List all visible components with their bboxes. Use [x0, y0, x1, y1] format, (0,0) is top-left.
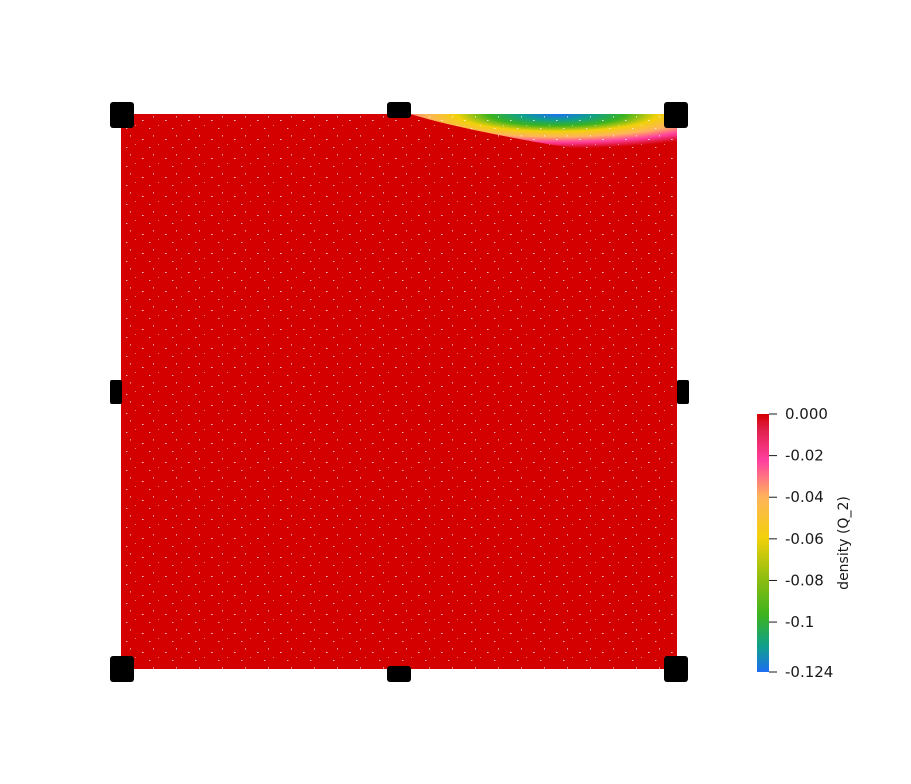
colorbar-gradient — [757, 414, 769, 672]
marker-bottom-right — [664, 656, 688, 682]
colorbar-tick-label: -0.04 — [785, 488, 824, 506]
colorbar: 0.000 -0.02 -0.04 -0.06 -0.08 -0.1 -0.124 dens… — [757, 405, 852, 681]
marker-bottom-middle — [387, 666, 411, 682]
marker-top-middle — [387, 102, 411, 118]
colorbar-tick-label: 0.000 — [785, 405, 828, 423]
colorbar-tick-label: -0.1 — [785, 613, 814, 631]
marker-top-left — [110, 102, 134, 128]
colorbar-title: density (Q_2) — [836, 496, 852, 590]
colorbar-tick-label: -0.124 — [785, 663, 833, 681]
colorbar-ticks: 0.000 -0.02 -0.04 -0.06 -0.08 -0.1 -0.124 — [769, 405, 833, 681]
mesh-speckle — [121, 114, 677, 669]
marker-middle-right — [677, 380, 689, 404]
mesh-domain — [121, 114, 677, 669]
marker-bottom-left — [110, 656, 134, 682]
marker-middle-left — [110, 380, 122, 404]
marker-top-right — [664, 102, 688, 128]
colorbar-tick-label: -0.02 — [785, 447, 824, 465]
boundary-markers — [110, 102, 689, 682]
colorbar-tick-label: -0.08 — [785, 571, 824, 589]
colorbar-tick-label: -0.06 — [785, 530, 824, 548]
